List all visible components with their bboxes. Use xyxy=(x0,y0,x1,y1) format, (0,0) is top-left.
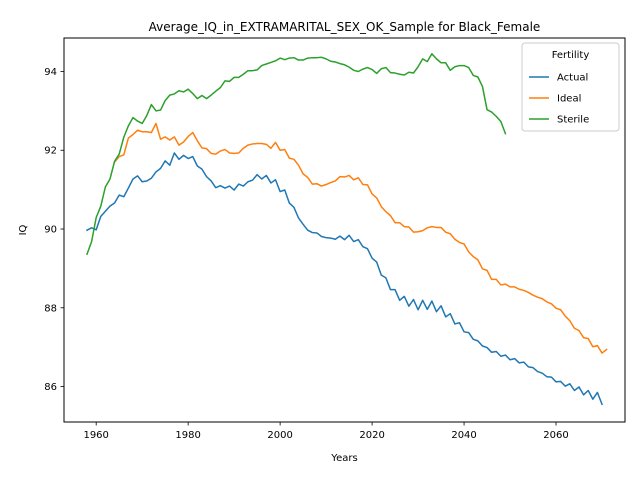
series-line-ideal xyxy=(113,122,608,354)
legend-label-actual: Actual xyxy=(557,73,588,84)
series-line-sterile xyxy=(86,53,507,256)
legend-box xyxy=(521,42,620,132)
series-line-actual xyxy=(85,152,603,406)
y-tick-label: 90 xyxy=(44,225,57,236)
plot-frame xyxy=(63,37,626,423)
y-axis: 86 88 90 92 94 xyxy=(44,67,64,393)
y-tick-label: 88 xyxy=(44,303,57,314)
y-tick-label: 94 xyxy=(44,67,57,78)
legend: Fertility Actual Ideal Sterile xyxy=(521,42,620,132)
x-tick-label: 2040 xyxy=(451,430,476,441)
x-tick-label: 2020 xyxy=(359,430,384,441)
chart-title: Average_IQ_in_EXTRAMARITAL_SEX_OK_Sample… xyxy=(149,20,541,34)
x-tick-label: 1960 xyxy=(83,430,108,441)
legend-label-sterile: Sterile xyxy=(557,115,589,126)
x-tick-label: 2000 xyxy=(267,430,292,441)
legend-title: Fertility xyxy=(552,50,590,61)
x-axis-label: Years xyxy=(330,453,357,464)
x-axis: 1960 1980 2000 2020 2040 2060 xyxy=(83,422,569,441)
y-axis-label: IQ xyxy=(18,224,29,235)
legend-items: Actual Ideal Sterile xyxy=(529,73,589,126)
series-layer xyxy=(85,53,608,406)
y-tick-label: 86 xyxy=(44,382,57,393)
y-tick-label: 92 xyxy=(44,146,57,157)
x-tick-label: 1980 xyxy=(175,430,200,441)
x-tick-label: 2060 xyxy=(543,430,568,441)
legend-label-ideal: Ideal xyxy=(557,94,581,105)
